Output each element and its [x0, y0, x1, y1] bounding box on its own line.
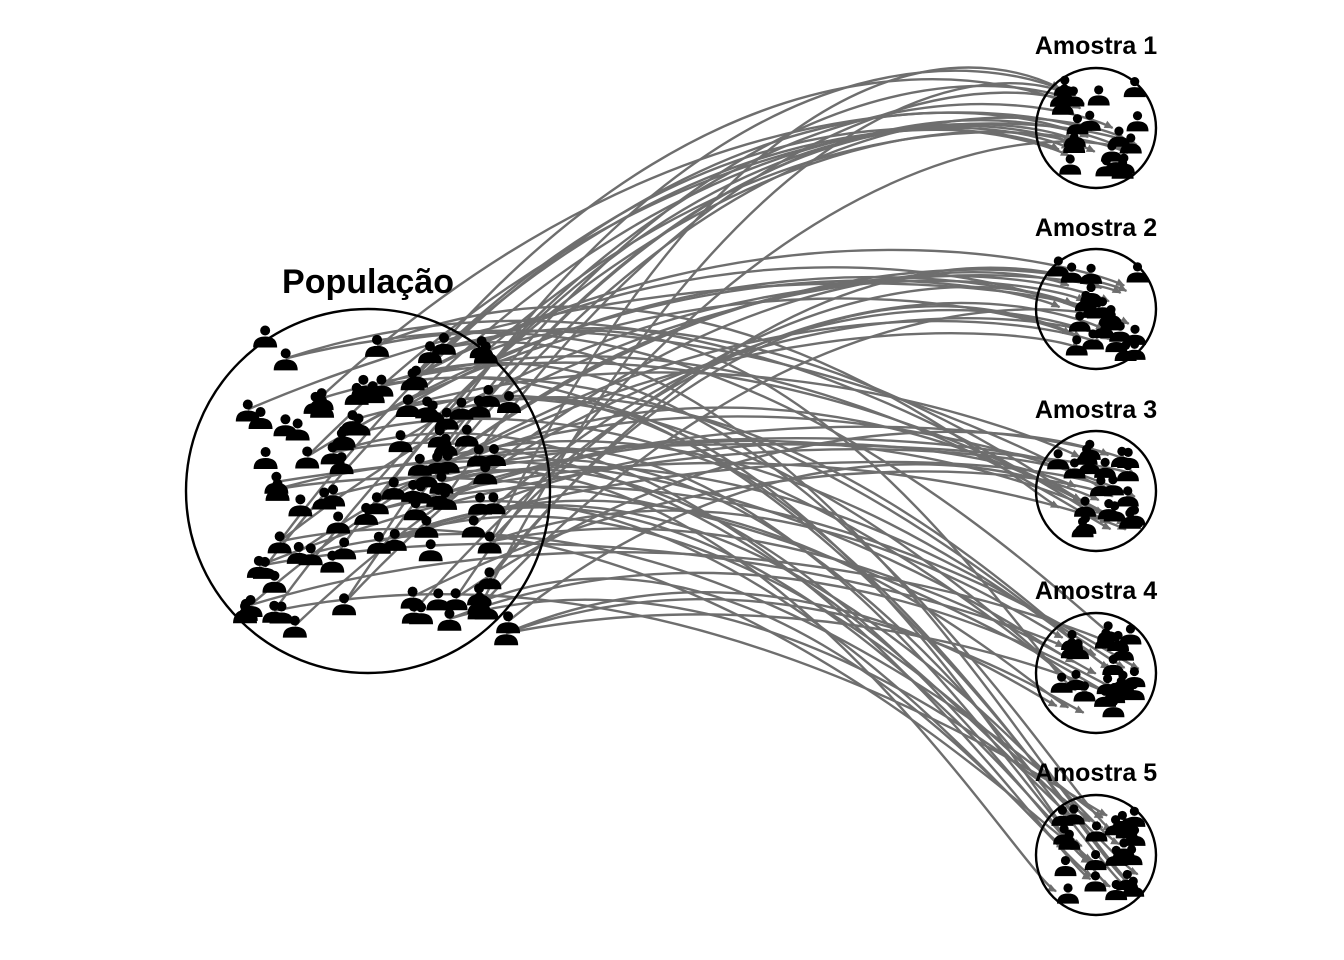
- sampling-arrow: [426, 504, 1120, 846]
- sample-5-circle: [1034, 793, 1158, 917]
- sample-2-circle: [1034, 247, 1158, 371]
- sampling-arrow: [279, 527, 1080, 851]
- sample-1-label: Amostra 1: [1035, 32, 1157, 60]
- sampling-arrow: [429, 327, 1082, 502]
- sampling-arrow: [377, 84, 1086, 543]
- sampling-arrow: [425, 274, 1110, 477]
- person-icon: [1080, 263, 1103, 284]
- sample-4-circle: [1034, 611, 1158, 735]
- sample-1-circle: [1034, 66, 1158, 190]
- sample-2-people: [1047, 256, 1149, 361]
- person-icon: [1126, 262, 1149, 283]
- sampling-arrow: [415, 499, 1066, 849]
- person-icon: [418, 539, 443, 562]
- arrows-layer: [247, 66, 1140, 893]
- sample-3-group: Amostra 3: [1034, 396, 1158, 553]
- sampling-arrow: [488, 305, 1083, 578]
- sampling-arrow: [278, 111, 1089, 543]
- person-icon: [400, 586, 425, 609]
- sampling-arrow: [285, 320, 1109, 524]
- sampling-arrow: [393, 469, 1057, 893]
- sampling-arrow: [415, 127, 1070, 377]
- sampling-arrow: [488, 285, 1074, 543]
- sampling-arrow: [507, 463, 1100, 623]
- sampling-arrow: [505, 597, 1085, 714]
- sample-3-circle: [1034, 429, 1158, 553]
- population-label: População: [282, 263, 454, 301]
- person-icon: [1123, 77, 1146, 98]
- person-icon: [326, 511, 351, 534]
- sample-3-label: Amostra 3: [1035, 396, 1157, 424]
- sampling-arrow: [437, 425, 1128, 496]
- sample-4-group: Amostra 4: [1034, 577, 1158, 735]
- sample-2-label: Amostra 2: [1035, 214, 1157, 242]
- person-icon: [264, 471, 289, 494]
- sampling-arrow: [415, 128, 1060, 377]
- sampling-arrow: [376, 331, 1130, 649]
- sample-5-group: Amostra 5: [1034, 759, 1158, 917]
- person-icon: [253, 447, 278, 470]
- sampling-arrow: [426, 394, 1131, 885]
- person-icon: [1087, 85, 1110, 106]
- person-icon: [295, 446, 320, 469]
- sampling-arrow: [478, 82, 1067, 608]
- sampling-arrow: [441, 468, 1091, 864]
- sample-2-group: Amostra 2: [1034, 214, 1158, 371]
- sampling-arrow: [306, 297, 1072, 458]
- sampling-arrow: [258, 448, 1075, 567]
- person-icon: [437, 608, 462, 631]
- sample-5-label: Amostra 5: [1035, 759, 1157, 787]
- person-icon: [1059, 154, 1082, 175]
- person-icon: [1119, 624, 1142, 645]
- person-icon: [1047, 256, 1070, 277]
- person-icon: [332, 593, 357, 616]
- person-icon: [1126, 111, 1149, 132]
- sample-4-label: Amostra 4: [1035, 577, 1157, 605]
- person-icon: [388, 430, 413, 453]
- person-icon: [273, 348, 298, 371]
- population-group: População: [184, 263, 552, 675]
- sample-1-group: Amostra 1: [1034, 32, 1158, 190]
- population-circle: [184, 307, 552, 675]
- person-icon: [1057, 883, 1080, 904]
- sampling-arrow: [449, 598, 1104, 829]
- sampling-arrow: [380, 362, 1113, 831]
- sampling-arrow: [485, 329, 1077, 692]
